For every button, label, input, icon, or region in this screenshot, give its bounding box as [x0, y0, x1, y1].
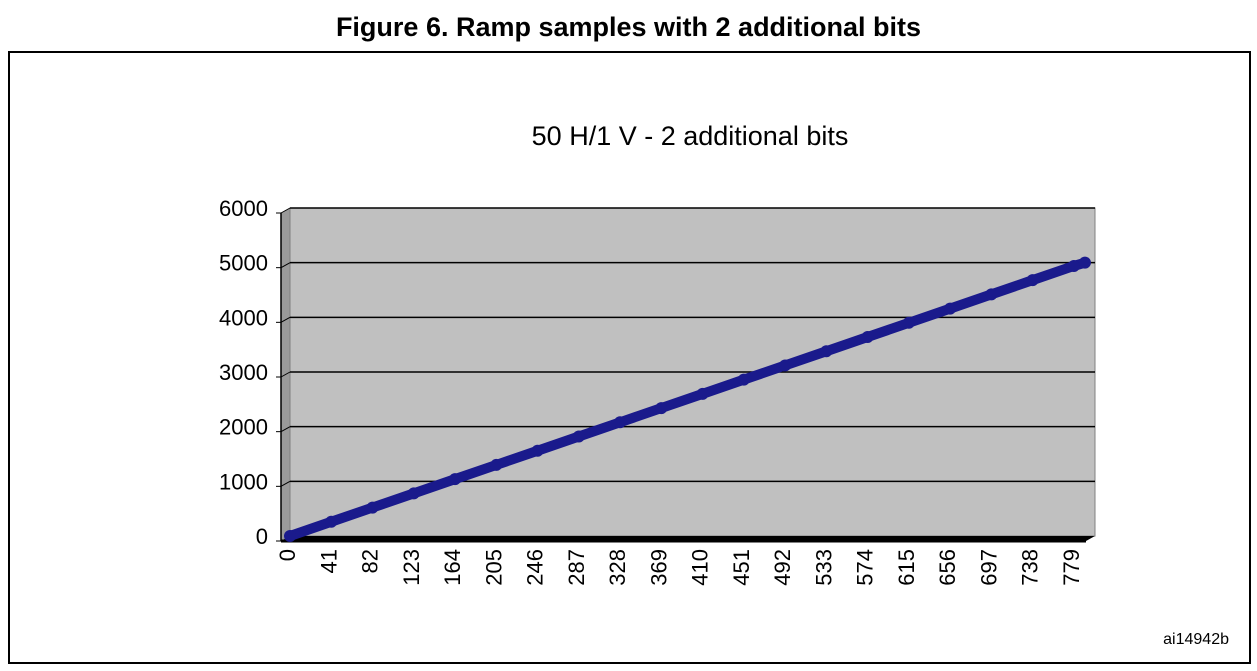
- data-point: [820, 345, 833, 358]
- data-point: [572, 430, 585, 443]
- x-tick-label: 41: [316, 549, 341, 573]
- data-point: [779, 359, 792, 372]
- data-point: [366, 501, 379, 514]
- data-point: [655, 402, 668, 415]
- data-point: [861, 331, 874, 344]
- x-tick-label: 369: [646, 549, 671, 586]
- data-point: [490, 458, 503, 471]
- x-tick-label: 492: [770, 549, 795, 586]
- data-point: [1078, 256, 1091, 269]
- data-point: [902, 316, 915, 329]
- gridline-side: [280, 426, 291, 433]
- x-tick-label: 574: [853, 549, 878, 586]
- data-point: [985, 288, 998, 301]
- gridline-side: [280, 207, 291, 214]
- gridline-side: [280, 316, 291, 323]
- figure-reference: ai14942b: [1163, 631, 1229, 648]
- x-tick-label: 656: [935, 549, 960, 586]
- chart: 50 H/1 V - 2 additional bits 0 1000 2000 30…: [219, 121, 1096, 586]
- data-point: [737, 373, 750, 386]
- y-tick-label: 3000: [219, 360, 268, 385]
- gridline-side: [280, 371, 291, 378]
- data-point: [1026, 274, 1039, 287]
- y-tick-label: 6000: [219, 196, 268, 221]
- y-tick-label: 1000: [219, 469, 268, 494]
- y-tick-label: 2000: [219, 415, 268, 440]
- y-tick-label: 5000: [219, 251, 268, 276]
- x-tick-label: 82: [358, 549, 383, 573]
- x-tick-label: 205: [481, 549, 506, 586]
- x-tick-label: 615: [894, 549, 919, 586]
- x-tick-label: 123: [399, 549, 424, 586]
- data-point: [944, 302, 957, 315]
- x-tick-label: 410: [688, 549, 713, 586]
- x-tick-label: 246: [523, 549, 548, 586]
- chart-title: 50 H/1 V - 2 additional bits: [532, 121, 849, 151]
- x-tick-label: 0: [275, 549, 300, 561]
- data-point: [696, 387, 709, 400]
- data-point: [284, 530, 296, 542]
- y-tick-label: 0: [256, 524, 268, 549]
- figure-caption: Figure 6. Ramp samples with 2 additional…: [335, 12, 922, 42]
- gridline-side: [280, 480, 291, 487]
- data-point: [407, 487, 420, 500]
- x-tick-label: 164: [440, 549, 465, 586]
- data-point: [1067, 259, 1080, 272]
- x-tick-label: 779: [1059, 549, 1084, 586]
- data-point: [449, 473, 462, 486]
- gridline-side: [280, 262, 291, 269]
- y-tick-label: 4000: [219, 305, 268, 330]
- figure-frame: 50 H/1 V - 2 additional bits 0 1000 2000 30…: [8, 51, 1251, 664]
- x-tick-label: 451: [729, 549, 754, 586]
- x-tick-label: 287: [564, 549, 589, 586]
- x-tick-label: 697: [976, 549, 1001, 586]
- x-tick-label: 533: [811, 549, 836, 586]
- data-point: [531, 444, 544, 457]
- x-tick-label: 738: [1018, 549, 1043, 586]
- data-point: [325, 515, 338, 528]
- data-point: [614, 416, 627, 429]
- x-tick-label: 328: [605, 549, 630, 586]
